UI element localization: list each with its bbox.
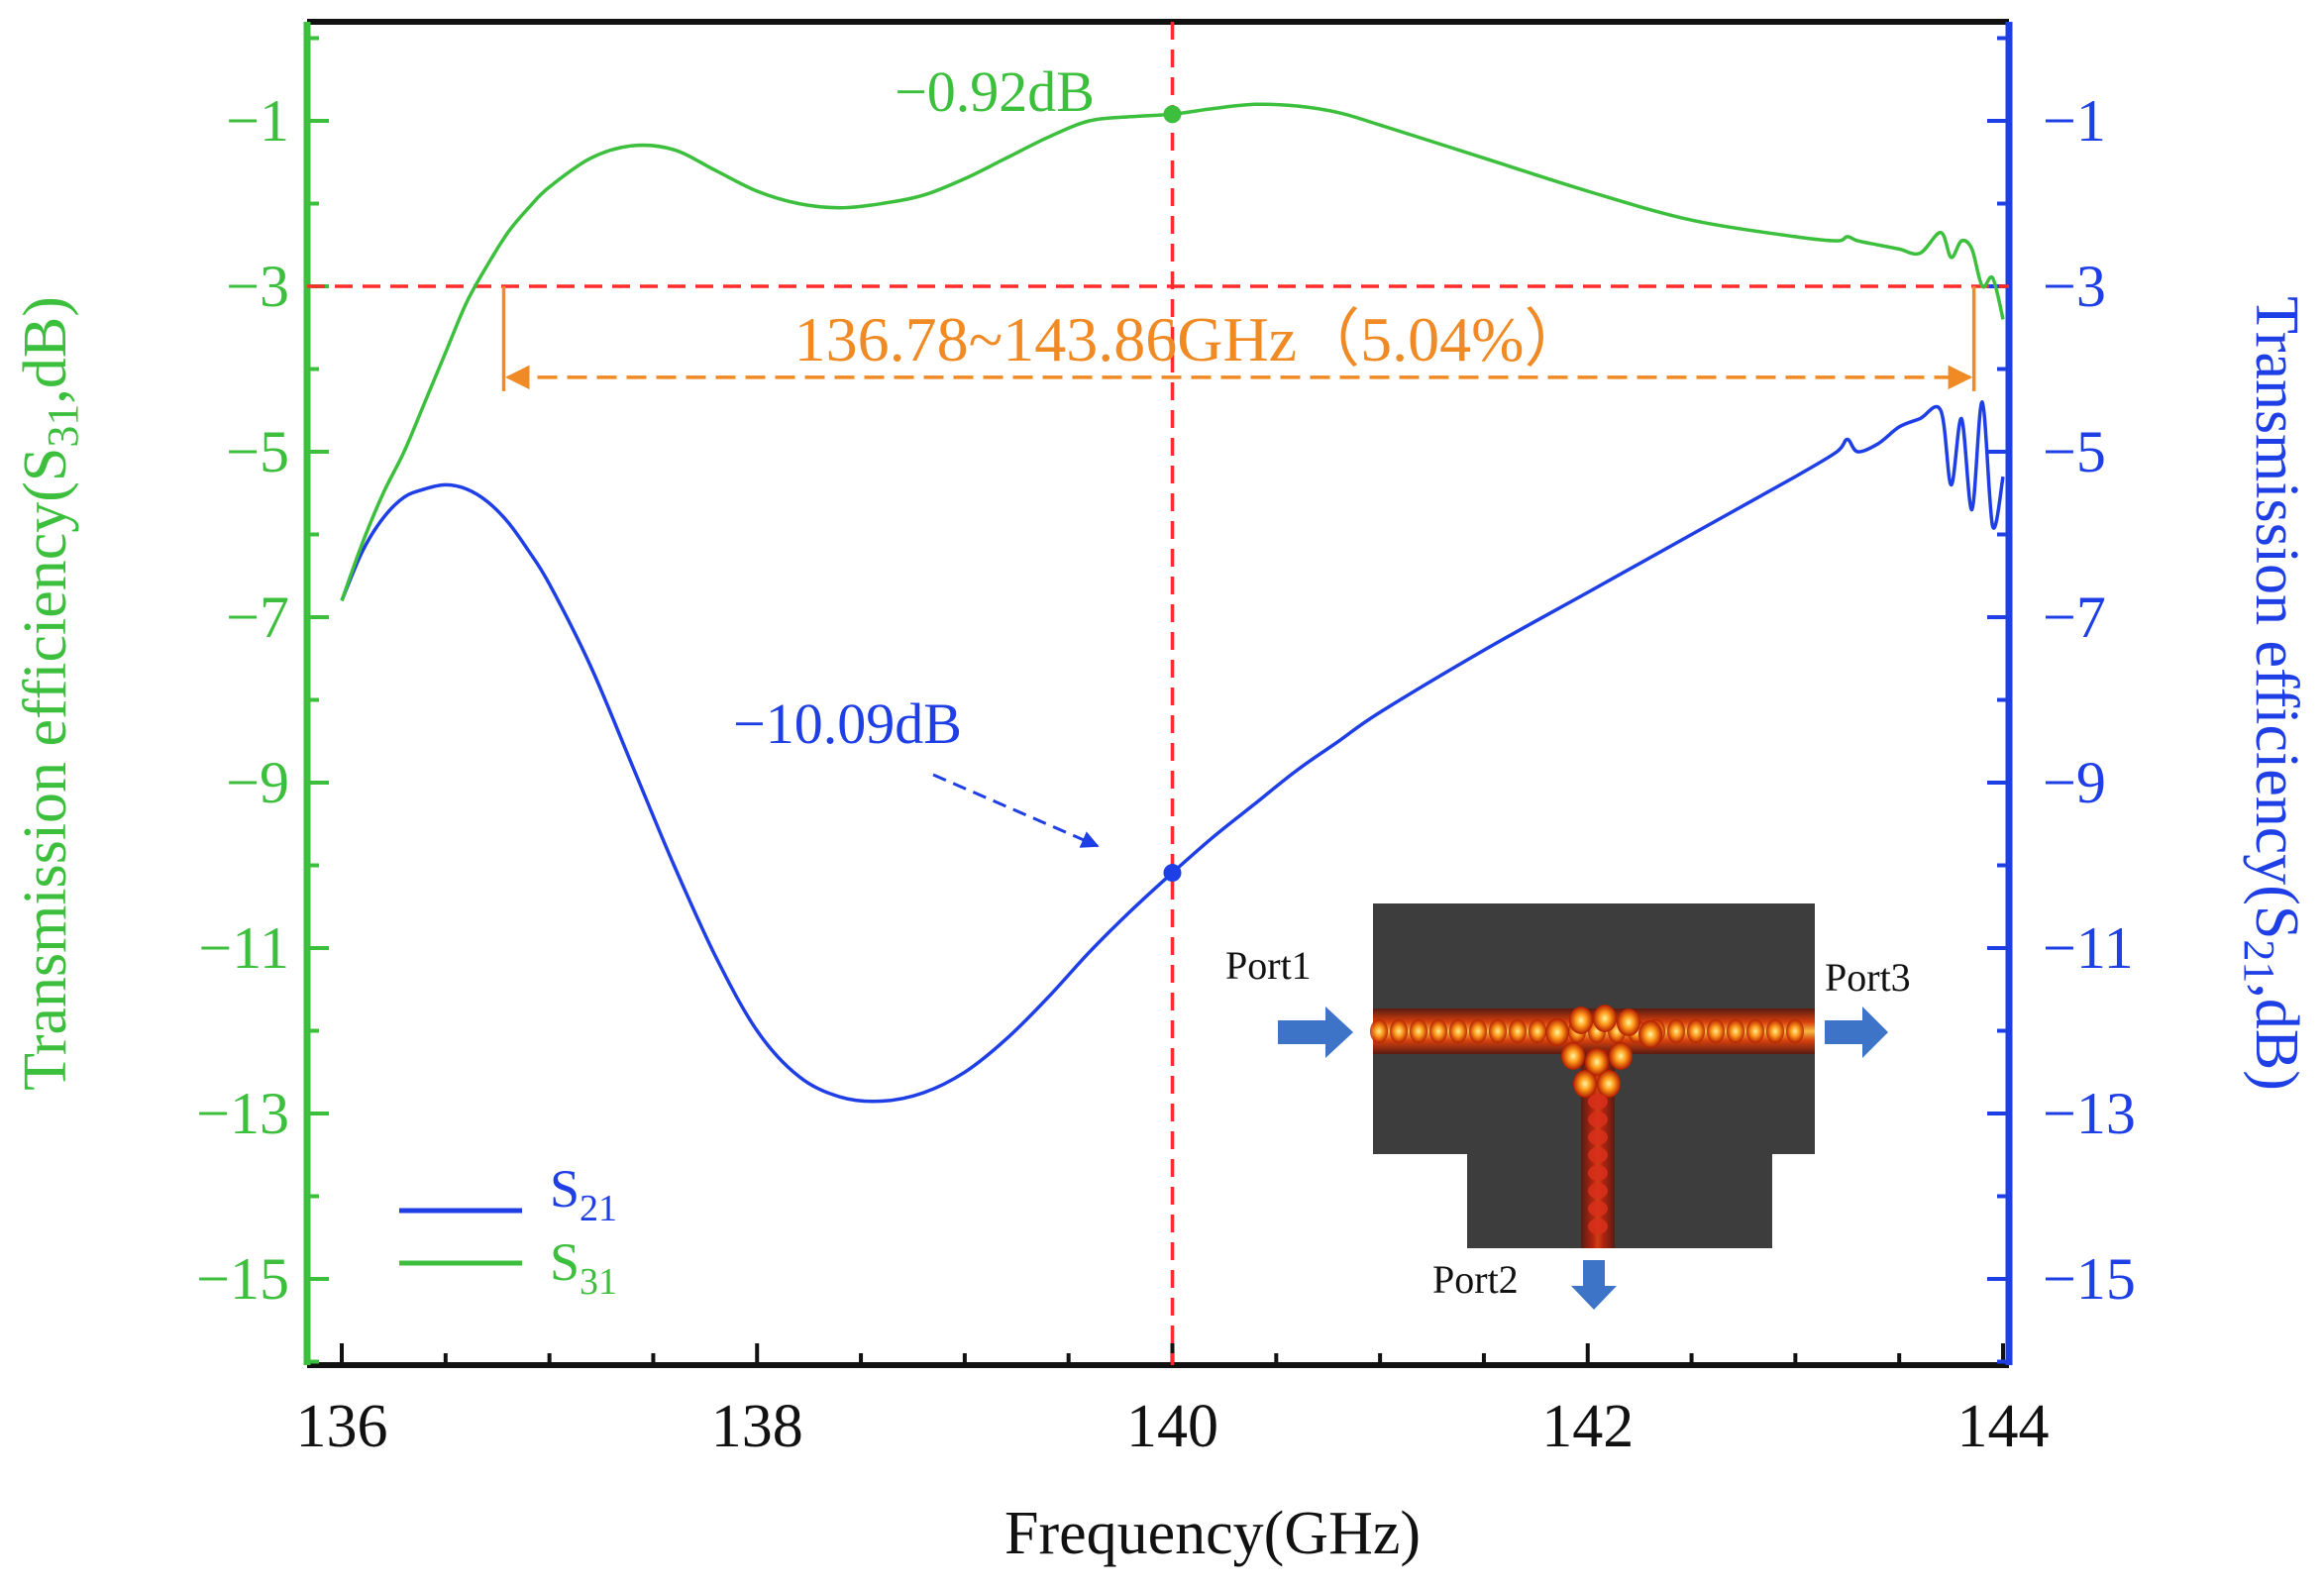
hotspot — [1370, 1019, 1388, 1043]
x-tick-label: 142 — [1541, 1393, 1634, 1460]
port2-hotspot — [1588, 1201, 1608, 1217]
y-tick-label-left: −11 — [198, 915, 289, 981]
port1-label: Port1 — [1225, 943, 1312, 988]
legend: S21 S31 — [399, 1159, 617, 1303]
port2-hotspot — [1588, 1129, 1608, 1145]
y-tick-label-right: −3 — [2043, 254, 2106, 319]
junction-hotspot — [1585, 1048, 1609, 1076]
port2-label: Port2 — [1432, 1257, 1519, 1302]
port2-arrow-icon — [1571, 1260, 1617, 1310]
port2-hotspot — [1588, 1147, 1608, 1163]
x-axis-title: Frequency(GHz) — [1004, 1500, 1421, 1567]
hotspot — [1667, 1019, 1685, 1043]
y-tick-label-left: −7 — [226, 584, 289, 650]
field-distribution-inset: Port1 Port3 Port2 — [1225, 903, 1911, 1310]
hotspot — [1449, 1019, 1467, 1043]
x-tick-label: 136 — [296, 1393, 388, 1460]
series-group — [340, 102, 2005, 1104]
hotspot — [1727, 1019, 1744, 1043]
port2-hotspot — [1588, 1165, 1608, 1181]
junction-hotspot — [1573, 1070, 1597, 1098]
y-tick-label-right: −5 — [2043, 419, 2106, 484]
ylabel-right-sub: 21 — [2235, 939, 2283, 983]
hotspot — [1707, 1019, 1725, 1043]
port3-label: Port3 — [1825, 955, 1911, 1000]
ylabel-left-sub: 31 — [39, 404, 87, 448]
y-tick-label-left: −1 — [226, 88, 289, 154]
port1-arrow-icon — [1278, 1007, 1353, 1058]
port2-hotspot — [1588, 1219, 1608, 1234]
junction-hotspot — [1593, 1005, 1617, 1032]
junction-hotspot — [1638, 1020, 1662, 1048]
hotspot — [1429, 1019, 1447, 1043]
port2-hotspot — [1588, 1183, 1608, 1199]
hotspot — [1529, 1019, 1546, 1043]
s21-point-label: −10.09dB — [733, 691, 962, 756]
y-tick-label-right: −1 — [2043, 88, 2106, 154]
ylabel-right-suffix: ,dB) — [2243, 983, 2310, 1091]
y-tick-label-right: −11 — [2043, 915, 2134, 981]
hotspot — [1766, 1019, 1784, 1043]
s21-marker-point — [1163, 864, 1182, 883]
hotspot — [1746, 1019, 1764, 1043]
y-tick-label-right: −7 — [2043, 584, 2106, 650]
y-tick-label-left: −3 — [226, 254, 289, 319]
x-tick-label: 144 — [1957, 1393, 2050, 1460]
inset-hotspots — [1370, 1005, 1804, 1234]
series-line-s31 — [340, 102, 2005, 601]
port2-hotspot — [1588, 1112, 1608, 1127]
hotspot — [1469, 1019, 1487, 1043]
y-tick-label-left: −13 — [196, 1081, 289, 1146]
y-axis-title-left: Transmission efficiency(S31,dB) — [12, 296, 87, 1091]
hotspot — [1687, 1019, 1705, 1043]
axes-group: 136 138 140 142 144 −1 −1 −3 −3 −5 −5 −7 −7 −9 −9 −11 −1… — [196, 19, 2136, 1460]
y-tick-label-left: −15 — [196, 1246, 289, 1312]
junction-hotspot — [1617, 1008, 1640, 1036]
y-tick-label-left: −5 — [226, 419, 289, 484]
y-tick-label-right: −9 — [2043, 750, 2106, 815]
x-tick-label: 140 — [1126, 1393, 1218, 1460]
legend-label-s21: S21 — [550, 1159, 617, 1229]
junction-hotspot — [1569, 1007, 1593, 1034]
y-axis-title-right: Transmission efficiency(S21,dB) — [2235, 296, 2310, 1091]
y-tick-label-right: −13 — [2043, 1081, 2136, 1146]
port3-arrow-icon — [1825, 1007, 1888, 1058]
ylabel-left-prefix: Transmission efficiency(S — [12, 448, 79, 1091]
junction-hotspot — [1609, 1042, 1633, 1070]
legend-label-s31: S31 — [550, 1232, 617, 1303]
annotation-lines — [307, 22, 2009, 1365]
hotspot — [1786, 1019, 1804, 1043]
labels-group: −0.92dB −10.09dB 136.78~143.86GHz（5.04%） — [733, 59, 1588, 883]
s31-marker-point — [1163, 105, 1182, 124]
hotspot — [1410, 1019, 1427, 1043]
hotspot — [1489, 1019, 1507, 1043]
legend-sub-s31: 31 — [580, 1261, 617, 1303]
legend-sub-s21: 21 — [580, 1188, 617, 1229]
hotspot — [1509, 1019, 1527, 1043]
junction-hotspot — [1597, 1070, 1621, 1098]
ylabel-left-suffix: ,dB) — [12, 296, 79, 404]
junction-hotspot — [1545, 1018, 1569, 1046]
hotspot — [1390, 1019, 1408, 1043]
y-tick-label-left: −9 — [226, 750, 289, 815]
port2-hotspot — [1588, 1094, 1608, 1110]
bandwidth-label: 136.78~143.86GHz（5.04%） — [794, 304, 1588, 374]
s31-point-label: −0.92dB — [895, 59, 1095, 124]
series-line-s21 — [340, 400, 2005, 1104]
ylabel-right-prefix: Transmission efficiency(S — [2243, 296, 2310, 939]
x-tick-label: 138 — [711, 1393, 803, 1460]
y-tick-label-right: −15 — [2043, 1246, 2136, 1312]
s21-label-arrow — [932, 773, 1100, 848]
junction-hotspot — [1561, 1042, 1585, 1070]
